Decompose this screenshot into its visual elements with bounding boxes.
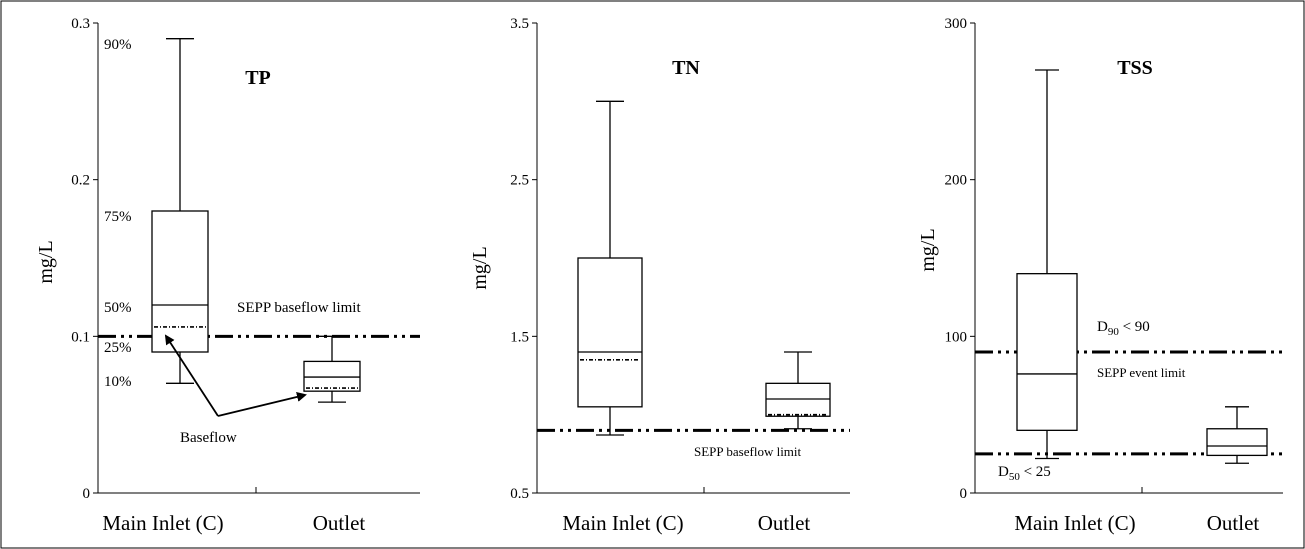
tn-box-outlet xyxy=(765,351,831,430)
tss-y-tick-label: 100 xyxy=(945,329,968,345)
tp-box-inlet xyxy=(151,38,209,384)
chart-tn: mg/L TN 0.5 1.5 2.5 3.5 SEPP baseflow limit… xyxy=(469,16,850,535)
tp-y-tick-label: 0.3 xyxy=(71,16,90,32)
tss-d50-label: D50 < 25 xyxy=(998,464,1051,483)
tp-xlabel-inlet: Main Inlet (C) xyxy=(102,511,223,535)
tp-arrow-outlet xyxy=(217,392,307,417)
tp-box-outlet xyxy=(303,335,361,403)
tp-xlabel-outlet: Outlet xyxy=(313,511,366,535)
tp-ylabel: mg/L xyxy=(35,240,57,283)
box-iqr xyxy=(151,210,209,353)
tp-y-ticks: 0 0.1 0.2 0.3 xyxy=(71,16,420,502)
tn-xlabel-outlet: Outlet xyxy=(758,511,811,535)
tn-boxes xyxy=(537,100,850,436)
tp-label-p10: 10% xyxy=(104,374,132,390)
tss-d90-label: D90 < 90 xyxy=(1097,319,1150,338)
tn-y-tick-label: 0.5 xyxy=(510,486,529,502)
chart-tss: mg/L TSS 0 100 200 300 D90 < 90 SEPP event … xyxy=(917,16,1283,535)
tp-reference-label: SEPP baseflow limit xyxy=(237,300,361,316)
tp-y-tick-label: 0.2 xyxy=(71,173,90,189)
tn-reference-label: SEPP baseflow limit xyxy=(694,444,802,459)
tss-y-tick-label: 200 xyxy=(945,173,968,189)
tss-y-tick-label: 300 xyxy=(945,16,968,32)
tp-baseflow-label: Baseflow xyxy=(180,430,237,446)
tss-ylabel: mg/L xyxy=(917,228,939,271)
tss-box-inlet xyxy=(1016,69,1078,460)
tp-y-tick-label: 0.1 xyxy=(71,329,90,345)
tn-y-tick-label: 2.5 xyxy=(510,173,529,189)
box-iqr xyxy=(1206,428,1268,457)
tss-y-ticks: 0 100 200 300 xyxy=(945,16,1283,502)
box-iqr xyxy=(303,360,361,392)
box-iqr xyxy=(765,382,831,417)
tp-y-tick-label: 0 xyxy=(83,486,91,502)
box-iqr xyxy=(1016,273,1078,431)
tp-label-p75: 75% xyxy=(104,209,132,225)
tn-y-tick-label: 3.5 xyxy=(510,16,529,32)
chart-tp: mg/L TP 0 0.1 0.2 0.3 90% 75% 50% 25% 10% S… xyxy=(35,16,420,535)
tss-box-outlet xyxy=(1206,406,1268,464)
tp-boxes xyxy=(98,38,420,403)
tss-title: TSS xyxy=(1117,57,1153,79)
tss-boxes xyxy=(975,69,1283,464)
tn-ylabel: mg/L xyxy=(469,246,491,289)
tn-y-tick-label: 1.5 xyxy=(510,329,529,345)
tss-event-label: SEPP event limit xyxy=(1097,365,1186,380)
tn-title: TN xyxy=(672,57,700,79)
tss-xlabel-outlet: Outlet xyxy=(1207,511,1260,535)
tss-y-tick-label: 0 xyxy=(960,486,968,502)
tn-xlabel-inlet: Main Inlet (C) xyxy=(562,511,683,535)
tp-label-p90: 90% xyxy=(104,37,132,53)
tp-label-p50: 50% xyxy=(104,300,132,316)
tp-label-p25: 25% xyxy=(104,340,132,356)
tss-xlabel-inlet: Main Inlet (C) xyxy=(1014,511,1135,535)
tp-title: TP xyxy=(245,67,271,89)
tp-arrow-inlet xyxy=(164,334,219,417)
tn-y-ticks: 0.5 1.5 2.5 3.5 xyxy=(510,16,850,502)
box-iqr xyxy=(577,257,643,408)
tn-box-inlet xyxy=(577,100,643,436)
